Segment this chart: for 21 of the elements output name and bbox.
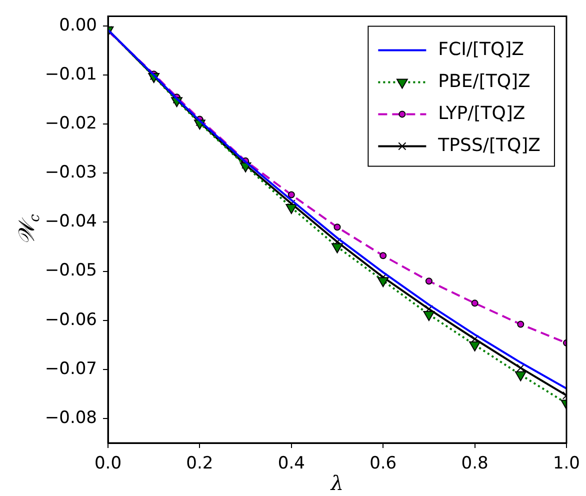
y-tick-label: −0.01 bbox=[44, 64, 97, 84]
y-tick-label: −0.08 bbox=[44, 408, 97, 428]
legend-label: LYP/[TQ]Z bbox=[438, 102, 526, 124]
y-tick-label: −0.03 bbox=[44, 162, 97, 183]
x-tick-label: 1.0 bbox=[552, 454, 580, 474]
legend-label: PBE/[TQ]Z bbox=[438, 70, 530, 92]
x-tick-label: 0.2 bbox=[186, 454, 214, 474]
y-tick-label: −0.05 bbox=[44, 260, 97, 281]
x-tick-label: 0.6 bbox=[370, 454, 397, 474]
legend-label: FCI/[TQ]Z bbox=[438, 38, 524, 60]
y-tick-label: −0.02 bbox=[44, 114, 97, 134]
x-tick-label: 0.0 bbox=[94, 454, 122, 474]
x-tick-label: 0.8 bbox=[461, 454, 488, 474]
x-axis-title: λ bbox=[330, 471, 344, 495]
y-tick-label: 0.00 bbox=[59, 15, 97, 36]
y-tick-label: −0.06 bbox=[44, 310, 97, 330]
y-axis-title: 𝒲c bbox=[15, 214, 43, 246]
y-tick-label: −0.07 bbox=[44, 358, 97, 379]
x-tick-label: 0.4 bbox=[278, 454, 305, 474]
y-tick-label: −0.04 bbox=[44, 212, 97, 232]
legend-label: TPSS/[TQ]Z bbox=[437, 134, 540, 156]
